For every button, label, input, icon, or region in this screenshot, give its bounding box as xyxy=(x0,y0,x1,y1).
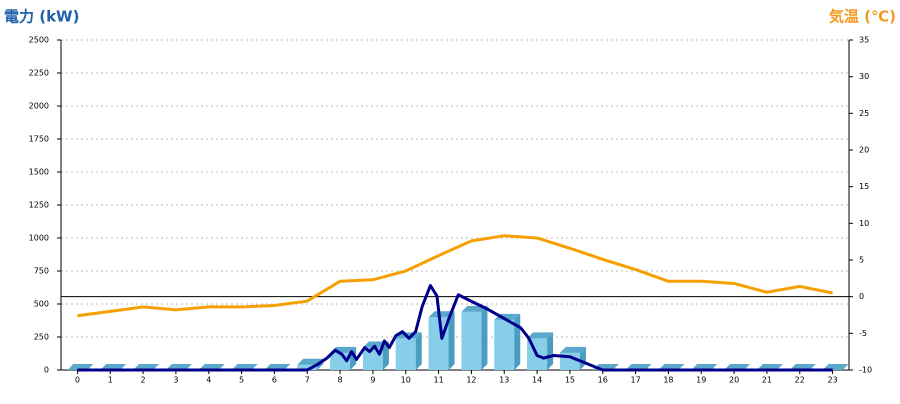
y-tick-label: 1250 xyxy=(29,201,49,210)
bar xyxy=(395,332,422,370)
x-tick-label: 2 xyxy=(141,376,146,385)
y-tick-label: 2500 xyxy=(29,36,49,45)
x-tick-label: 14 xyxy=(532,376,542,385)
x-tick-label: 12 xyxy=(466,376,476,385)
x-tick-label: 17 xyxy=(630,376,640,385)
bar xyxy=(461,305,488,370)
x-tick-label: 4 xyxy=(206,376,211,385)
y2-axis-title: 気温 (℃) xyxy=(829,8,896,26)
bar-face xyxy=(514,313,521,370)
x-tick-label: 19 xyxy=(696,376,706,385)
y2-tick-label: 30 xyxy=(859,72,869,81)
y-tick-label: 2250 xyxy=(29,69,49,78)
x-tick-label: 15 xyxy=(565,376,575,385)
x-tick-label: 5 xyxy=(239,376,244,385)
x-tick-label: 6 xyxy=(272,376,277,385)
y2-tick-label: 25 xyxy=(859,109,869,118)
y-tick-label: 2000 xyxy=(29,102,49,111)
bar-face xyxy=(527,332,554,339)
y-tick-label: 1750 xyxy=(29,135,49,144)
bar xyxy=(527,332,554,370)
x-tick-label: 16 xyxy=(598,376,608,385)
bar-face xyxy=(428,311,455,318)
y2-tick-label: -10 xyxy=(859,366,872,375)
y2-tick-label: 15 xyxy=(859,182,869,191)
y2-tick-label: 20 xyxy=(859,146,869,155)
x-tick-label: 11 xyxy=(433,376,443,385)
y-tick-label: 0 xyxy=(44,366,49,375)
x-tick-label: 1 xyxy=(108,376,113,385)
y-tick-label: 750 xyxy=(34,267,49,276)
x-tick-label: 10 xyxy=(401,376,411,385)
bar xyxy=(494,313,521,370)
power-line xyxy=(77,284,833,372)
temperature-line xyxy=(77,234,833,318)
y-tick-label: 1000 xyxy=(29,234,49,243)
x-tick-label: 20 xyxy=(729,376,739,385)
x-tick-label: 8 xyxy=(338,376,343,385)
x-tick-label: 0 xyxy=(75,376,80,385)
y-tick-label: 1500 xyxy=(29,168,49,177)
y2-tick-label: 0 xyxy=(859,292,864,301)
y-tick-label: 250 xyxy=(34,333,49,342)
y2-tick-label: -5 xyxy=(859,329,867,338)
bar-face xyxy=(415,332,422,370)
y2-tick-label: 5 xyxy=(859,256,864,265)
y-axis-title: 電力 (kW) xyxy=(4,8,79,26)
bar-face xyxy=(559,346,586,353)
x-tick-label: 22 xyxy=(795,376,805,385)
y2-tick-label: 10 xyxy=(859,219,869,228)
x-tick-label: 7 xyxy=(305,376,310,385)
x-tick-label: 9 xyxy=(370,376,375,385)
x-tick-label: 23 xyxy=(827,376,837,385)
y-tick-label: 500 xyxy=(34,300,49,309)
bar-face xyxy=(395,338,416,370)
x-tick-label: 18 xyxy=(663,376,673,385)
bar-face xyxy=(481,305,488,370)
bar-face xyxy=(297,364,318,370)
x-tick-label: 3 xyxy=(173,376,178,385)
x-tick-label: 21 xyxy=(762,376,772,385)
bar-face xyxy=(382,341,389,370)
bar-face xyxy=(448,311,455,370)
x-tick-label: 13 xyxy=(499,376,509,385)
bar xyxy=(428,311,455,370)
bar-face xyxy=(547,332,554,370)
bar-face xyxy=(461,311,482,370)
bar-face xyxy=(494,319,515,370)
y2-tick-label: 35 xyxy=(859,36,869,45)
